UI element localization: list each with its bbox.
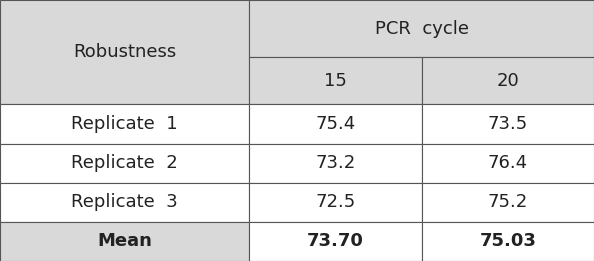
Bar bbox=[249, 183, 422, 222]
Text: 75.4: 75.4 bbox=[315, 115, 356, 133]
Text: Replicate  3: Replicate 3 bbox=[71, 193, 178, 211]
Text: 76.4: 76.4 bbox=[488, 154, 528, 172]
Bar bbox=[0, 183, 249, 222]
Text: 15: 15 bbox=[324, 72, 347, 90]
Text: 73.2: 73.2 bbox=[315, 154, 356, 172]
Bar bbox=[249, 57, 422, 104]
Bar bbox=[249, 104, 422, 144]
Text: Mean: Mean bbox=[97, 233, 152, 250]
Text: 20: 20 bbox=[497, 72, 519, 90]
Bar bbox=[0, 104, 249, 144]
Text: Replicate  1: Replicate 1 bbox=[71, 115, 178, 133]
Bar bbox=[0, 0, 249, 104]
Text: 73.5: 73.5 bbox=[488, 115, 528, 133]
Text: 75.2: 75.2 bbox=[488, 193, 528, 211]
Bar bbox=[422, 57, 594, 104]
Text: Robustness: Robustness bbox=[73, 43, 176, 61]
Bar bbox=[422, 104, 594, 144]
Text: 73.70: 73.70 bbox=[307, 233, 364, 250]
Text: 72.5: 72.5 bbox=[315, 193, 356, 211]
Bar bbox=[422, 183, 594, 222]
Bar bbox=[249, 0, 594, 57]
Bar bbox=[249, 222, 422, 261]
Bar bbox=[0, 144, 249, 183]
Bar bbox=[422, 222, 594, 261]
Bar bbox=[0, 222, 249, 261]
Bar bbox=[422, 144, 594, 183]
Bar bbox=[249, 144, 422, 183]
Text: 75.03: 75.03 bbox=[479, 233, 536, 250]
Text: PCR  cycle: PCR cycle bbox=[375, 20, 469, 38]
Text: Replicate  2: Replicate 2 bbox=[71, 154, 178, 172]
